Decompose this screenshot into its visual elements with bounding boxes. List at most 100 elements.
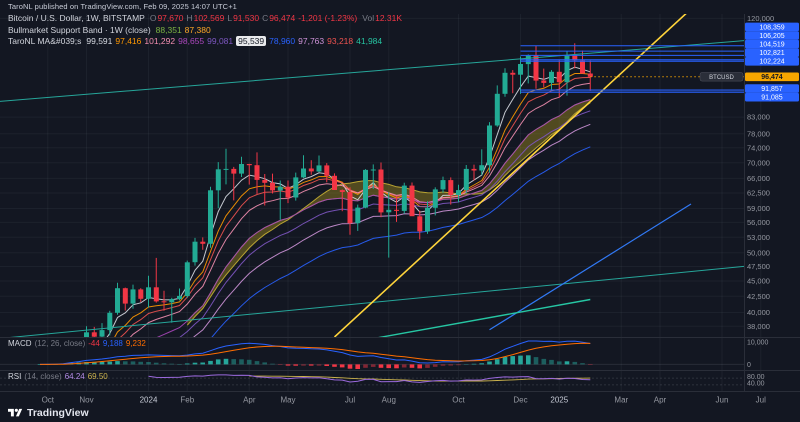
- candle-body: [192, 241, 198, 263]
- candle-body: [401, 185, 407, 211]
- ma-line-35: [193, 123, 591, 337]
- macd-bar: [463, 364, 469, 365]
- tradingview-logo-icon[interactable]: [8, 407, 23, 419]
- ma-line-21: [156, 99, 591, 337]
- macd-bar: [161, 363, 167, 365]
- price-axis-label: 38,000: [747, 322, 770, 331]
- candle-body: [363, 169, 368, 208]
- candle-body: [308, 168, 314, 172]
- time-axis-label: Oct: [452, 396, 465, 405]
- rsi-legend-row[interactable]: RSI (14, close) 64.24 69.50: [8, 372, 111, 381]
- candle-body: [587, 73, 593, 77]
- macd-bar: [533, 357, 539, 365]
- macd-histogram: [37, 355, 593, 369]
- pane-separators: [0, 14, 800, 392]
- macd-bar: [588, 364, 593, 365]
- candle-body: [316, 165, 322, 172]
- candle-body: [355, 207, 361, 224]
- level-price-value: 104,519: [759, 42, 784, 49]
- time-axis-label: Jun: [716, 396, 729, 405]
- level-price-badge: 91,085: [745, 92, 799, 102]
- macd-bar: [169, 363, 174, 365]
- candle-body: [448, 180, 454, 195]
- macd-bar: [130, 361, 136, 365]
- tradingview-wordmark[interactable]: TradingView: [27, 407, 89, 419]
- pane-indicator-value: 9,232: [125, 339, 146, 348]
- macd-bar: [518, 355, 523, 365]
- ma-line-50: [211, 146, 591, 337]
- ma-value: 41,984: [356, 36, 383, 46]
- support-band-legend-row[interactable]: Bullmarket Support Band · 1W (close) 88,3…: [8, 25, 405, 37]
- last-price-badge: 96,474: [745, 72, 799, 81]
- level-price-badge: 91,857: [745, 84, 799, 93]
- footer-bar: TradingView: [8, 407, 89, 419]
- ma-legend-row[interactable]: TaroNL MA&#039;s 99,591 97,416 101,292 98,65…: [8, 36, 405, 48]
- candle-body: [285, 186, 291, 198]
- ma-lines: [106, 66, 591, 337]
- macd-bar: [262, 362, 267, 365]
- time-axis-label: Dec: [513, 396, 527, 405]
- level-zone: [520, 59, 744, 62]
- candle-body: [386, 209, 392, 213]
- ohlc-value: 97,670: [157, 13, 184, 23]
- ohlc-value: 96,474: [269, 13, 296, 23]
- macd-bar: [92, 361, 97, 365]
- ma-value: 99,081: [207, 36, 234, 46]
- time-axis-label: Feb: [180, 396, 194, 405]
- ohlc-key: C: [262, 13, 269, 23]
- candle-body: [115, 288, 120, 313]
- btcusd-ticker-tag: BTCUSD: [699, 72, 744, 82]
- candle-body: [91, 332, 97, 337]
- candle-body: [153, 287, 159, 302]
- macd-bar: [208, 360, 213, 365]
- macd-axis-label: 10,000: [747, 339, 769, 346]
- level-price-badge: 102,821: [745, 48, 799, 57]
- macd-axis[interactable]: 10,000 0: [747, 339, 769, 368]
- macd-bar: [564, 361, 570, 365]
- pane-indicator-params: (14, close): [24, 372, 62, 381]
- time-axis[interactable]: Oct Nov 2024 Feb Apr May Jul Aug Oct Dec 2025 Mar Ap…: [42, 396, 767, 405]
- time-axis-label: Jul: [756, 396, 766, 405]
- ma-value: 95,539: [236, 36, 267, 46]
- price-axis-label: 56,000: [747, 218, 770, 227]
- macd-bar: [138, 361, 143, 365]
- macd-legend-row[interactable]: MACD (12, 26, close) -44 9,188 9,232: [8, 339, 149, 348]
- price-axis[interactable]: 120,000 83,000 78,000 74,000 70,000 66,000 62,…: [747, 14, 774, 331]
- macd-bar: [425, 364, 430, 368]
- candle-body: [262, 179, 268, 183]
- candle-body: [138, 289, 144, 299]
- candle-body: [146, 287, 151, 299]
- candle-body: [84, 332, 89, 337]
- candle-body: [184, 262, 190, 296]
- candle-body: [122, 288, 128, 304]
- candle-body: [456, 190, 461, 195]
- ohlc-key: O: [149, 13, 157, 23]
- pane-indicator-value: 64.24: [64, 372, 85, 381]
- macd-bar: [557, 361, 562, 365]
- macd-bar: [153, 362, 159, 365]
- level-price-value: 91,857: [761, 86, 783, 93]
- macd-bar: [177, 364, 182, 365]
- price-axis-label: 70,000: [747, 158, 770, 167]
- macd-bar: [246, 359, 252, 365]
- macd-bar: [215, 359, 221, 365]
- macd-bar: [401, 364, 407, 368]
- last-price-value: 96,474: [761, 74, 783, 81]
- macd-bar: [277, 364, 283, 365]
- candle-body: [270, 182, 275, 191]
- candle-body: [580, 60, 585, 74]
- macd-bar: [99, 361, 105, 365]
- macd-bar: [409, 364, 415, 368]
- macd-bar: [471, 363, 477, 365]
- macd-bar: [580, 363, 585, 365]
- symbol-legend-row[interactable]: Bitcoin / U.S. Dollar, 1W, BITSTAMP O97,6…: [8, 13, 405, 25]
- candle-body: [487, 125, 492, 166]
- time-axis-label: Apr: [654, 396, 667, 405]
- candle-body: [339, 190, 345, 192]
- pane-indicator-params: (12, 26, close): [34, 339, 86, 348]
- grid-layer: [0, 14, 762, 392]
- rsi-axis-label: 40.00: [747, 381, 765, 388]
